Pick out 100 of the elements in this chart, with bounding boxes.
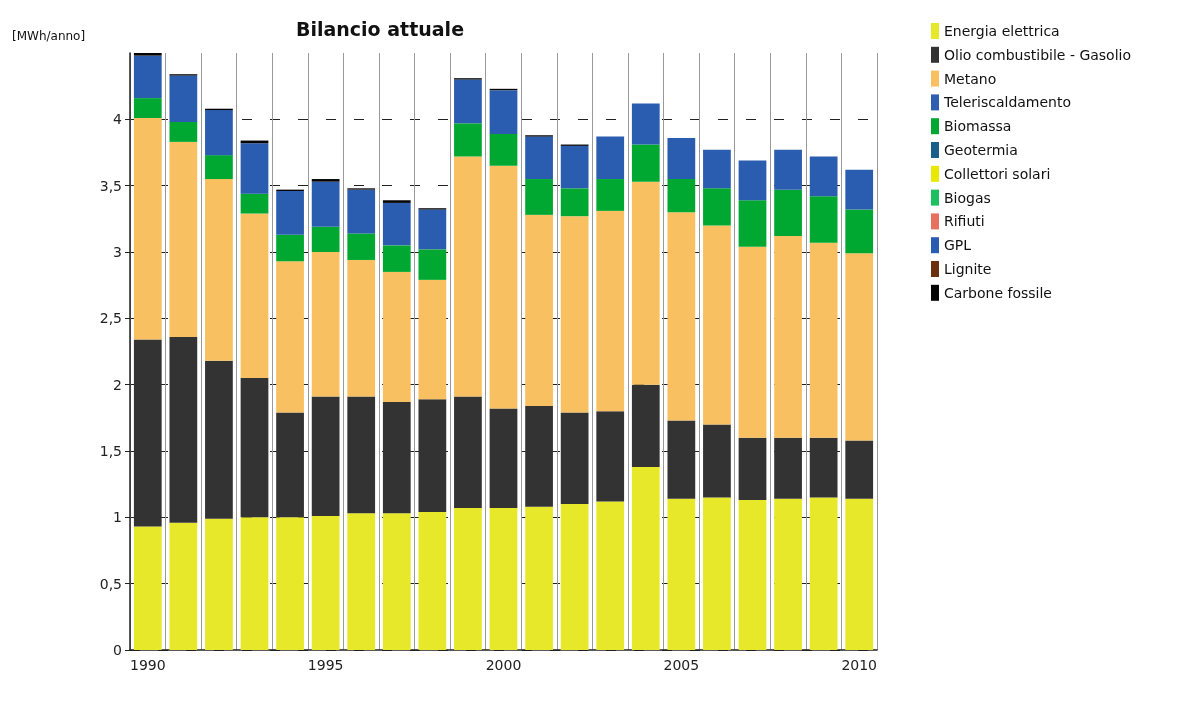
bar — [631, 144, 660, 182]
bar — [560, 216, 589, 413]
bar — [703, 149, 731, 189]
y-axis-title: [MWh/anno] — [12, 29, 86, 43]
chart-title: Bilancio attuale — [295, 17, 465, 40]
bar — [240, 517, 269, 650]
legend-label: Carbone fossile — [944, 284, 1052, 301]
bar — [631, 103, 660, 145]
y-tick-label: 0 — [113, 642, 122, 658]
bar — [454, 508, 482, 650]
bar — [560, 412, 589, 505]
bar — [489, 508, 518, 650]
bar — [311, 226, 340, 252]
bar — [631, 466, 660, 650]
bar — [418, 279, 447, 400]
bar — [489, 165, 518, 409]
bar — [525, 506, 553, 650]
bar — [169, 522, 198, 650]
bar — [809, 437, 838, 498]
legend-label: Rifiuti — [944, 213, 985, 230]
bar — [454, 123, 482, 157]
bar — [240, 213, 269, 379]
bar — [774, 437, 802, 499]
bar — [667, 179, 696, 213]
x-tick-label: 2010 — [841, 657, 878, 673]
bar — [347, 513, 376, 650]
bar — [596, 501, 625, 650]
legend-label: GPL — [944, 237, 972, 254]
bar — [418, 399, 447, 513]
bar — [489, 133, 518, 166]
bar — [738, 437, 767, 501]
bar — [596, 179, 625, 211]
bar — [454, 156, 482, 397]
bar — [774, 498, 802, 650]
bar — [133, 98, 162, 119]
bar — [205, 360, 233, 519]
bar — [667, 137, 696, 180]
bar — [276, 517, 304, 650]
bar — [845, 169, 874, 210]
bar — [169, 75, 198, 122]
bar — [454, 396, 482, 509]
bar — [382, 202, 411, 246]
bar — [133, 339, 162, 527]
bar — [667, 498, 696, 650]
bar — [738, 200, 767, 247]
bar — [311, 516, 340, 650]
bar — [240, 193, 269, 214]
y-tick-label: 1,5 — [99, 443, 122, 459]
bar — [418, 249, 447, 280]
bar — [418, 209, 447, 250]
bar — [845, 253, 874, 441]
bar — [560, 145, 589, 189]
bar — [276, 234, 304, 262]
y-tick-label: 2 — [113, 376, 122, 393]
bar — [276, 412, 304, 518]
bar — [703, 497, 731, 650]
bar — [525, 214, 553, 406]
x-tick-label: 2005 — [663, 657, 700, 673]
bar — [240, 378, 269, 518]
bar — [809, 196, 838, 243]
bar — [596, 411, 625, 502]
bar — [382, 401, 411, 514]
y-tick-label: 3 — [113, 244, 122, 260]
bar — [667, 212, 696, 421]
bar — [703, 225, 731, 425]
bar — [667, 420, 696, 499]
x-tick-label: 1995 — [307, 657, 344, 673]
bar — [276, 190, 304, 235]
bar — [240, 143, 269, 194]
bar — [525, 405, 553, 507]
y-tick-label: 0,5 — [99, 575, 122, 592]
bar — [560, 188, 589, 217]
bar — [703, 188, 731, 226]
bar — [418, 512, 447, 650]
bar — [205, 179, 233, 361]
legend-label: Olio combustibile - Gasolio — [944, 46, 1132, 63]
bar — [311, 252, 340, 397]
legend-label: Geotermia — [944, 142, 1018, 158]
bar — [738, 246, 767, 438]
bar — [738, 160, 767, 201]
bar — [525, 136, 553, 180]
legend-label: Lignite — [944, 261, 992, 277]
bar — [133, 53, 162, 56]
bar — [809, 497, 838, 650]
bar — [774, 149, 802, 190]
bar — [596, 210, 625, 412]
legend-label: Metano — [944, 70, 997, 87]
x-tick-label: 1990 — [129, 657, 166, 673]
bar — [809, 156, 838, 197]
bar — [205, 518, 233, 650]
bar — [133, 526, 162, 650]
bar — [774, 236, 802, 438]
bar — [774, 189, 802, 237]
bar — [631, 384, 660, 467]
bar — [489, 90, 518, 134]
bar — [205, 110, 233, 156]
bar — [205, 155, 233, 180]
bar — [311, 396, 340, 517]
bar — [382, 200, 411, 203]
bar — [169, 336, 198, 523]
